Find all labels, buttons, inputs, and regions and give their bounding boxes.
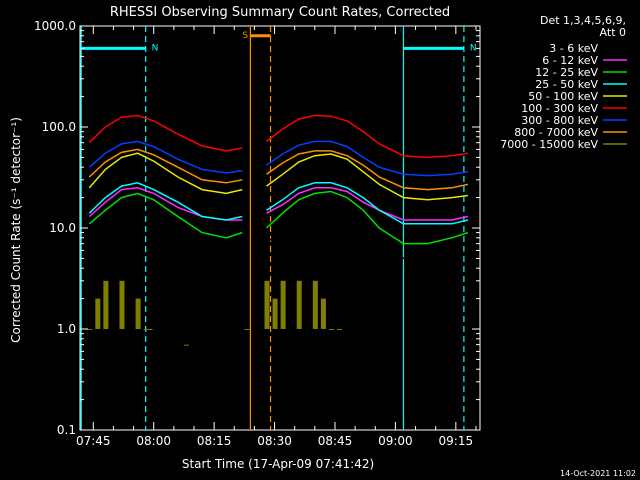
series-line	[88, 209, 243, 260]
series-line	[88, 148, 243, 184]
series-bar-7000-15000	[264, 280, 270, 329]
series-line	[265, 206, 469, 260]
x-axis-ticks: 07:45 08:00 08:15 08:30 08:45 09:00 09:15	[76, 26, 477, 448]
series-bar-7000-15000	[147, 329, 153, 330]
legend-header: Det 1,3,4,5,6,9,	[540, 14, 626, 27]
y-tick-label: 100.0	[42, 120, 76, 134]
series-line	[266, 182, 469, 225]
legend-entry-label: 50 - 100 keV	[528, 90, 598, 103]
series-bar-7000-15000	[103, 280, 109, 329]
series-bar-7000-15000	[272, 298, 278, 329]
y-axis-ticks: 0.1 1.0 10.0 100.0 1000.0	[34, 19, 480, 437]
series-bar-7000-15000	[337, 329, 343, 330]
legend-entry-label: 7000 - 15000 keV	[500, 138, 598, 151]
annotation-label: N	[470, 43, 477, 53]
series-line	[266, 140, 469, 177]
series-line	[266, 150, 469, 191]
plot-border	[79, 25, 481, 431]
series-bar-7000-15000	[183, 344, 189, 346]
series-line	[266, 187, 469, 221]
series-line	[265, 190, 469, 245]
plot-frame	[79, 25, 481, 431]
legend-header: Att 0	[600, 26, 626, 39]
footer-timestamp: 14-Oct-2021 11:02	[560, 469, 636, 478]
chart-title: RHESSI Observing Summary Count Rates, Co…	[110, 5, 450, 20]
x-tick-label: 08:15	[197, 434, 232, 448]
x-tick-label: 09:15	[439, 434, 474, 448]
vertical-markers	[80, 26, 465, 430]
annotation-label: N	[152, 43, 159, 53]
series-bar-7000-15000	[280, 280, 286, 329]
y-tick-label: 1.0	[57, 322, 76, 336]
legend-entry-label: 3 - 6 keV	[549, 42, 598, 55]
x-tick-label: 08:00	[136, 434, 171, 448]
series-bar-7000-15000	[135, 298, 141, 329]
legend-entry-label: 12 - 25 keV	[535, 66, 598, 79]
series-layer	[87, 114, 469, 346]
x-axis-label: Start Time (17-Apr-09 07:41:42)	[182, 457, 374, 471]
series-bar-7000-15000	[312, 280, 318, 329]
series-bar-7000-15000	[244, 329, 250, 330]
x-tick-label: 07:45	[76, 434, 111, 448]
legend-entry-label: 800 - 7000 keV	[514, 126, 598, 139]
series-line	[266, 114, 469, 159]
series-line	[88, 192, 243, 239]
x-tick-label: 08:45	[318, 434, 353, 448]
series-line	[88, 152, 243, 195]
y-axis-label: Corrected Count Rate (s⁻¹ detector⁻¹)	[9, 117, 23, 343]
series-bar-7000-15000	[320, 298, 326, 329]
series-line	[88, 182, 243, 221]
legend-entry-label: 25 - 50 keV	[535, 78, 598, 91]
series-bar-7000-15000	[296, 280, 302, 329]
series-bar-7000-15000	[143, 329, 149, 330]
y-tick-label: 10.0	[49, 221, 76, 235]
annotations: N N S	[81, 31, 477, 53]
x-tick-label: 09:00	[378, 434, 413, 448]
y-tick-label: 0.1	[57, 423, 76, 437]
series-bar-7000-15000	[328, 329, 334, 330]
annotation-label: S	[242, 31, 248, 41]
series-bar-7000-15000	[95, 298, 101, 329]
legend-entry-label: 300 - 800 keV	[521, 114, 598, 127]
series-line	[266, 153, 468, 201]
y-tick-label: 1000.0	[34, 19, 76, 33]
series-bar-7000-15000	[87, 329, 93, 330]
series-bar-7000-15000	[119, 280, 125, 329]
series-line	[88, 140, 243, 174]
x-tick-label: 08:30	[257, 434, 292, 448]
series-line	[88, 114, 243, 152]
legend-entry-label: 6 - 12 keV	[542, 54, 598, 67]
legend-entry-label: 100 - 300 keV	[521, 102, 598, 115]
